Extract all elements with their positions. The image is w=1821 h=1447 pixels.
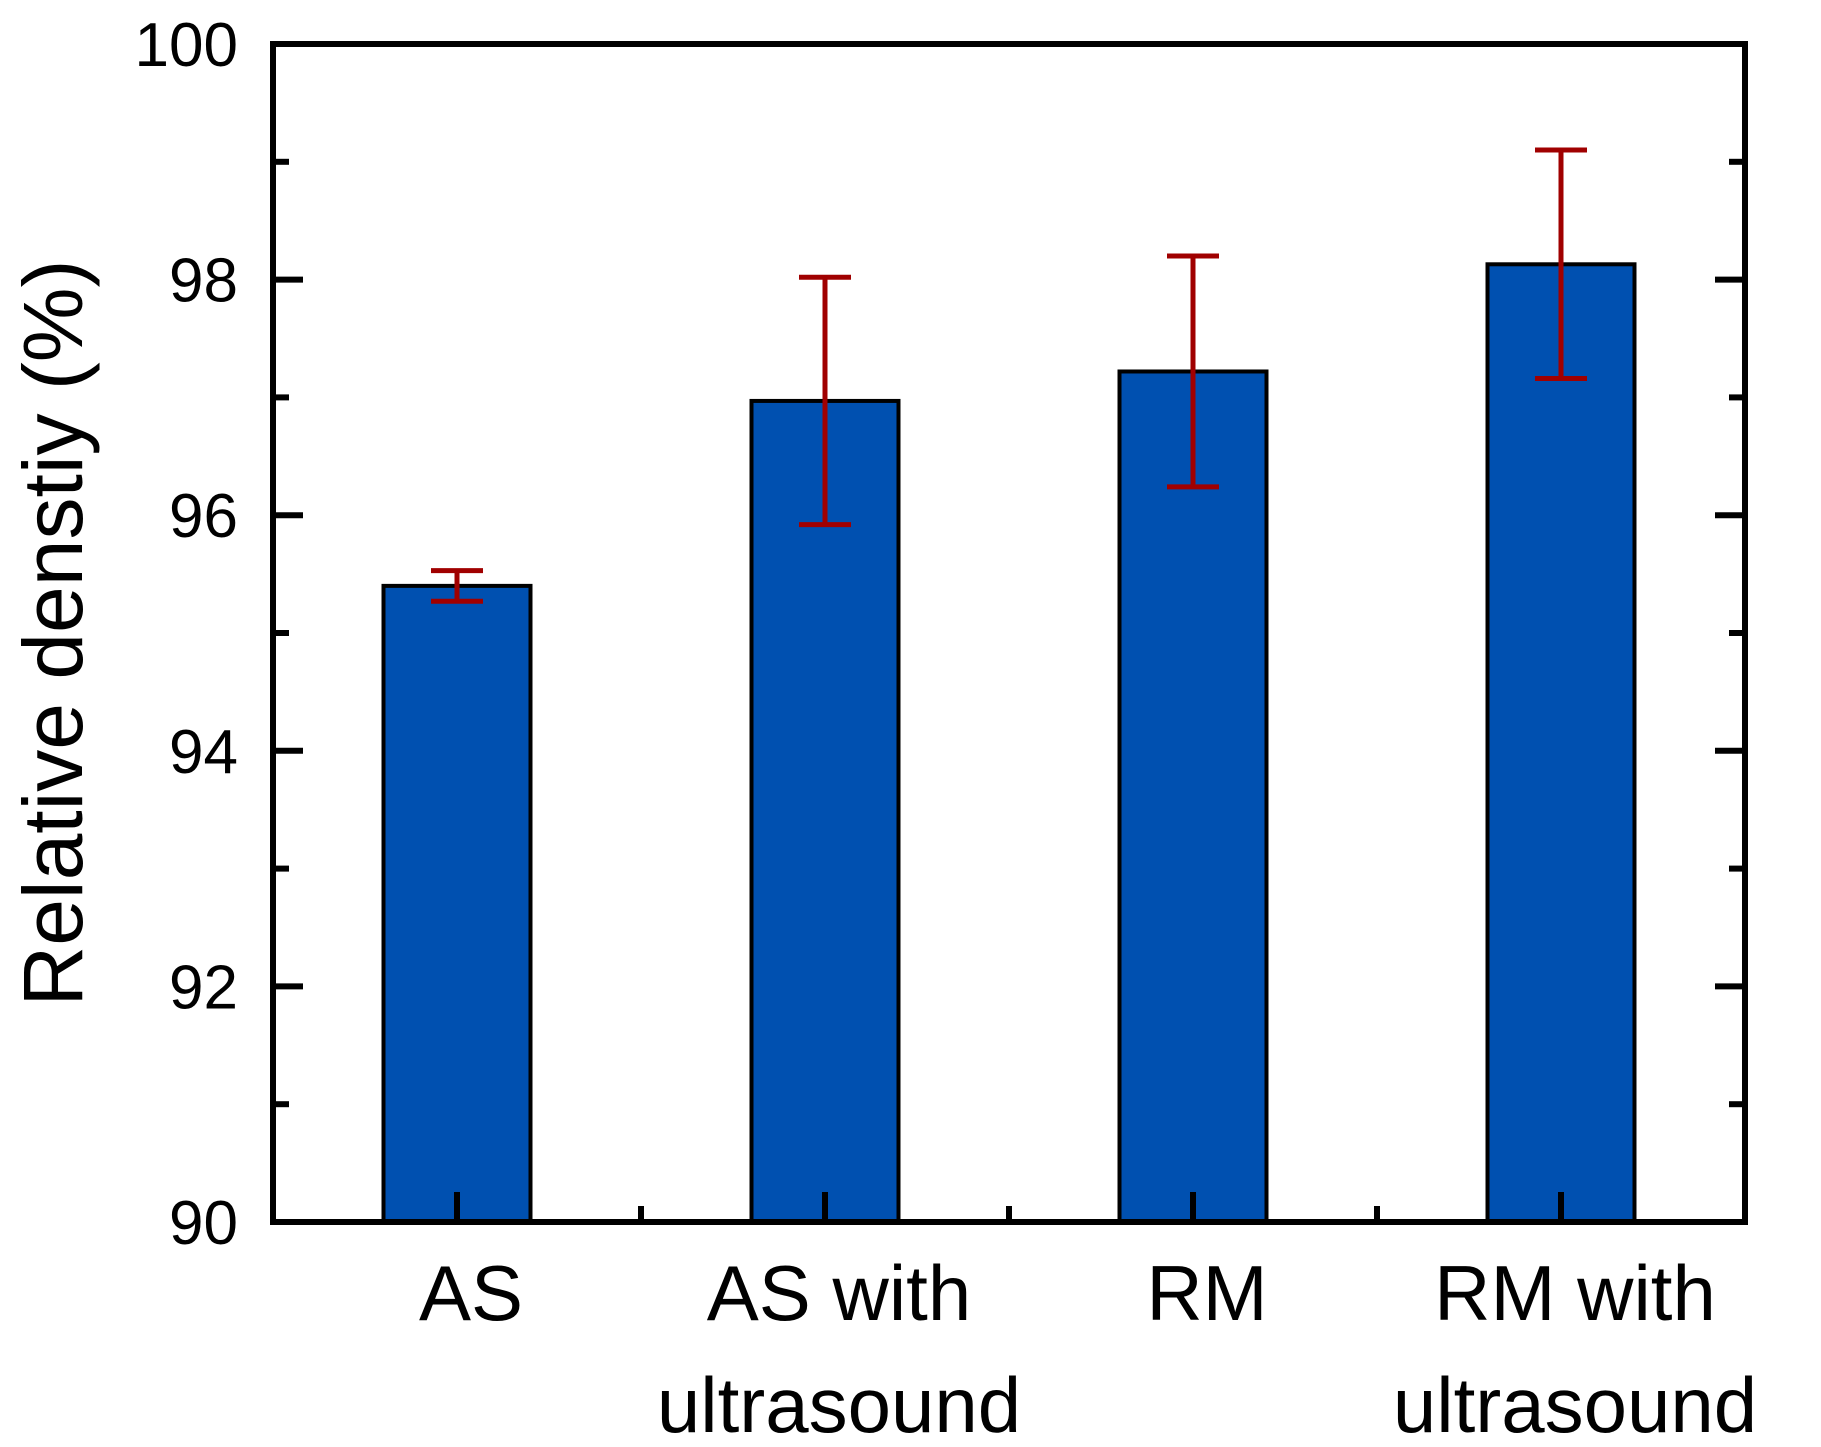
x-tick-label: RM [1146,1249,1267,1337]
ticks-layer [273,41,1745,1225]
bar [381,583,533,1224]
y-tick-label: 98 [169,247,238,316]
bar [1117,369,1269,1224]
error-bars-layer [431,147,1587,604]
bars-layer [381,262,1637,1224]
y-tick-label: 96 [169,482,238,551]
y-tick-label: 100 [135,11,238,80]
labels-layer: AS AS with ultrasound RM RM with ultrasound 90… [135,11,1758,1447]
y-tick-label: 90 [169,1189,238,1258]
y-tick-label: 94 [169,718,238,787]
y-axis-title: Relative denstiy (%) [6,260,100,1007]
x-tick-label: AS with ultrasound [657,1249,1021,1447]
bar [1485,262,1637,1224]
y-tick-label: 92 [169,953,238,1022]
x-tick-label: RM with ultrasound [1393,1249,1757,1447]
bar [749,398,901,1224]
x-tick-label: AS [419,1249,523,1337]
